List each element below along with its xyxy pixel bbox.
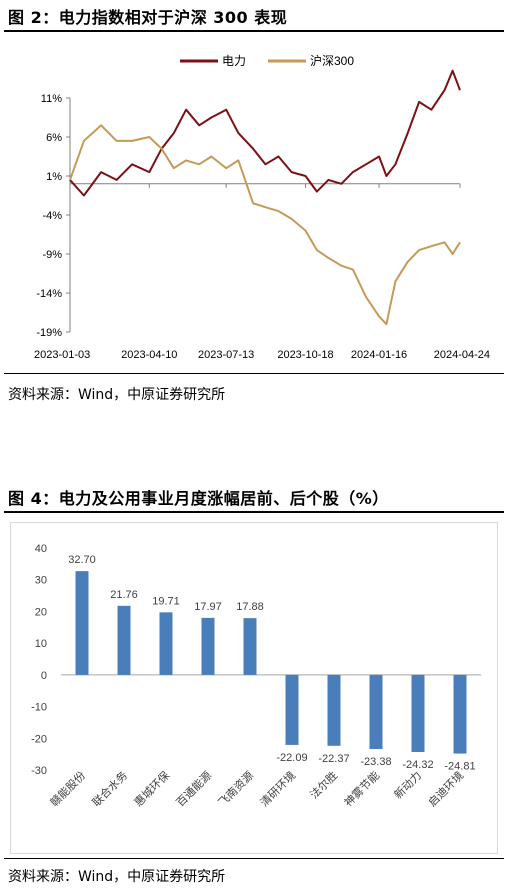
category-label: 神雾节能	[341, 768, 382, 809]
category-label: 飞南资源	[215, 768, 256, 809]
bar-2	[117, 605, 131, 675]
category-label: 赣能股份	[47, 768, 88, 809]
figure1-source: 资料来源：Wind，中原证券研究所	[8, 387, 226, 403]
figure1-title-rule	[4, 30, 504, 32]
x-tick-label: 2023-01-03	[34, 349, 90, 361]
bar-1	[75, 571, 89, 675]
bar-value-label: -24.81	[444, 761, 475, 773]
bar-5	[243, 618, 257, 675]
legend-label-power: 电力	[222, 54, 246, 68]
bar-value-label: -22.37	[318, 753, 349, 765]
bar-value-label: 32.70	[68, 554, 96, 566]
category-label: 惠城环保	[131, 768, 172, 809]
category-label: 联合水务	[89, 768, 130, 809]
bar-value-label: 17.97	[194, 601, 222, 613]
x-tick-label: 2023-07-13	[198, 349, 254, 361]
category-label: 法尔胜	[307, 768, 340, 801]
x-tick-label: 2024-01-16	[351, 349, 407, 361]
x-tick-label: 2024-04-24	[434, 349, 490, 361]
y-tick-label: -19%	[36, 327, 62, 339]
bar-3	[159, 612, 173, 675]
bar-9	[411, 674, 425, 752]
bar-value-label: 21.76	[110, 589, 138, 601]
y-tick-label: 0	[41, 670, 47, 682]
y-tick-label: 10	[35, 638, 47, 650]
y-tick-label: 11%	[41, 93, 62, 105]
y-tick-label: -4%	[42, 210, 62, 222]
bar-6	[285, 674, 299, 745]
bar-chart-panel: 40 30 20 10 0 -10 -20 -30 32.70 赣能股份 21.76 联合水务 19.7…	[10, 522, 498, 854]
bar-value-label: -22.09	[276, 752, 307, 764]
x-tick-label: 2023-10-18	[277, 349, 333, 361]
y-tick-label: -20	[31, 733, 47, 745]
bar-10	[453, 674, 467, 754]
bar-value-label: 17.88	[236, 601, 264, 613]
figure2-title: 图 4：电力及公用事业月度涨幅居前、后个股（%）	[8, 489, 389, 508]
y-tick-label: 30	[35, 575, 47, 587]
y-tick-label: 6%	[46, 132, 62, 144]
series-line-power	[69, 69, 461, 197]
y-tick-label: -14%	[36, 288, 62, 300]
figure2-source-rule	[4, 858, 504, 859]
figure2-source: 资料来源：Wind，中原证券研究所	[8, 869, 226, 885]
bar-8	[369, 674, 383, 750]
figure1-title: 图 2：电力指数相对于沪深 300 表现	[8, 8, 288, 27]
y-tick-label: -9%	[42, 249, 62, 261]
category-label: 百通能源	[173, 768, 214, 809]
y-tick-label: -10	[31, 702, 47, 714]
y-tick-label: -30	[31, 765, 47, 777]
figure1-source-rule	[4, 373, 504, 374]
bar-value-label: -24.32	[402, 759, 433, 771]
bar-7	[327, 674, 341, 746]
bar-value-label: -23.38	[360, 756, 391, 768]
y-tick-label: 1%	[46, 171, 62, 183]
x-tick-label: 2023-04-10	[121, 349, 177, 361]
bar-chart: 40 30 20 10 0 -10 -20 -30 32.70 赣能股份 21.76 联合水务 19.7…	[31, 543, 481, 809]
category-label: 新动力	[391, 768, 424, 801]
category-label: 启迪环境	[425, 768, 466, 809]
y-tick-label: 20	[35, 606, 47, 618]
bar-4	[201, 617, 215, 675]
bar-value-label: 19.71	[152, 595, 180, 607]
legend-label-csi300: 沪深300	[310, 54, 354, 68]
category-label: 清研环境	[257, 768, 298, 809]
line-chart: 11% 6% 1% -4% -9% -14% -19% 2023-01-03 2023-04-1…	[34, 54, 490, 361]
figure2-title-rule	[4, 511, 504, 513]
series-line-csi300	[69, 124, 461, 326]
y-tick-label: 40	[35, 543, 47, 555]
